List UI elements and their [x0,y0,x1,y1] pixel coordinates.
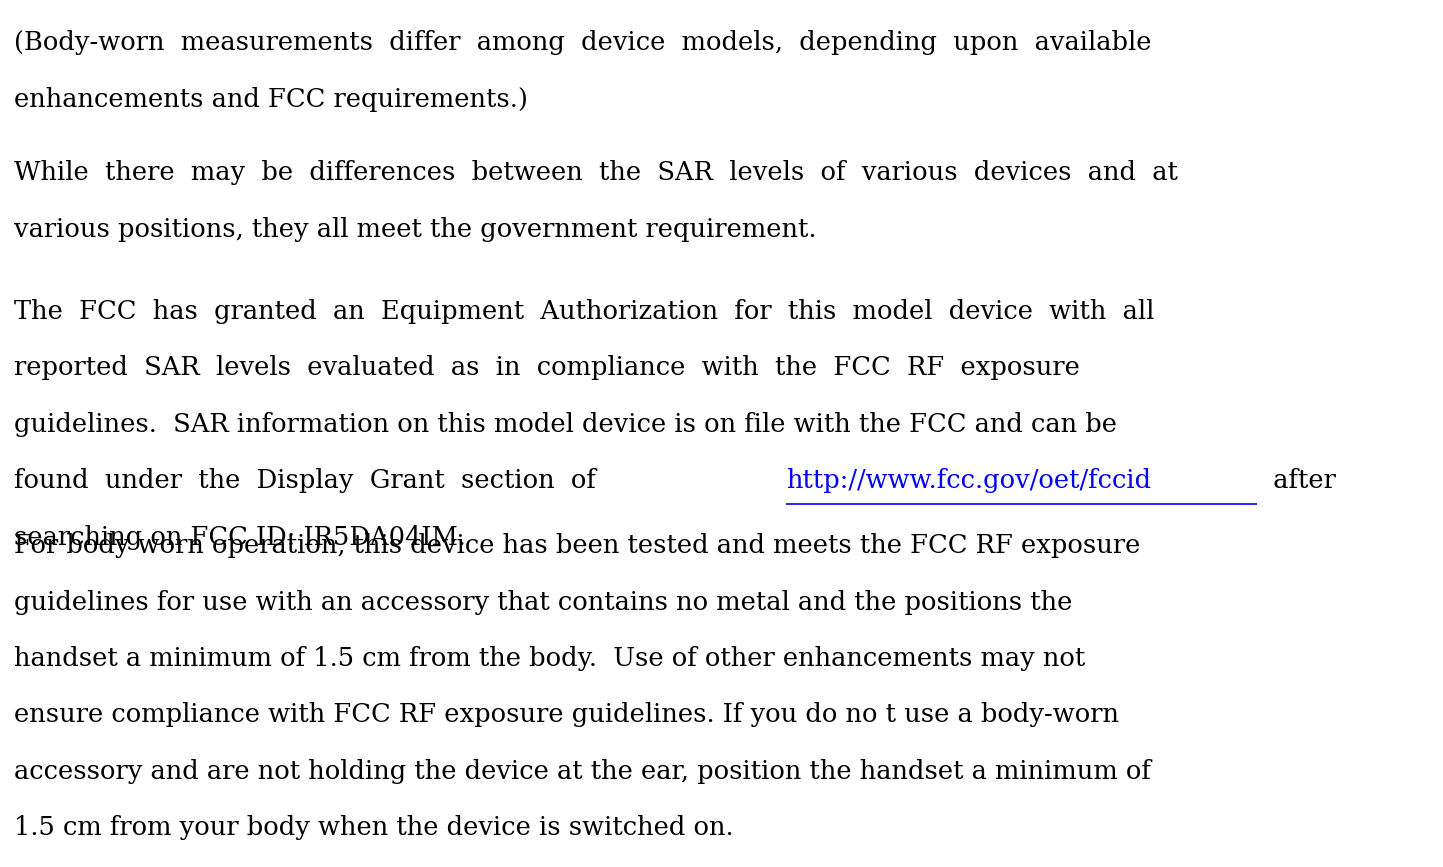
Text: handset a minimum of 1.5 cm from the body.  Use of other enhancements may not: handset a minimum of 1.5 cm from the bod… [14,646,1085,671]
Text: accessory and are not holding the device at the ear, position the handset a mini: accessory and are not holding the device… [14,759,1152,784]
Text: (Body-worn  measurements  differ  among  device  models,  depending  upon  avail: (Body-worn measurements differ among dev… [14,30,1152,55]
Text: found  under  the  Display  Grant  section  of: found under the Display Grant section of [14,468,613,493]
Text: enhancements and FCC requirements.): enhancements and FCC requirements.) [14,87,528,112]
Text: after: after [1257,468,1336,493]
Text: ensure compliance with FCC RF exposure guidelines. If you do no t use a body-wor: ensure compliance with FCC RF exposure g… [14,702,1120,727]
Text: guidelines for use with an accessory that contains no metal and the positions th: guidelines for use with an accessory tha… [14,590,1072,615]
Text: http://www.fcc.gov/oet/fccid: http://www.fcc.gov/oet/fccid [786,468,1152,493]
Text: For body worn operation, this device has been tested and meets the FCC RF exposu: For body worn operation, this device has… [14,533,1141,558]
Text: 1.5 cm from your body when the device is switched on.: 1.5 cm from your body when the device is… [14,815,734,840]
Text: reported  SAR  levels  evaluated  as  in  compliance  with  the  FCC  RF  exposu: reported SAR levels evaluated as in comp… [14,355,1081,381]
Text: While  there  may  be  differences  between  the  SAR  levels  of  various  devi: While there may be differences between t… [14,160,1179,186]
Text: guidelines.  SAR information on this model device is on file with the FCC and ca: guidelines. SAR information on this mode… [14,412,1117,437]
Text: searching on FCC ID: IR5DA04IM.: searching on FCC ID: IR5DA04IM. [14,525,466,550]
Text: The  FCC  has  granted  an  Equipment  Authorization  for  this  model  device  : The FCC has granted an Equipment Authori… [14,299,1154,324]
Text: various positions, they all meet the government requirement.: various positions, they all meet the gov… [14,217,817,242]
